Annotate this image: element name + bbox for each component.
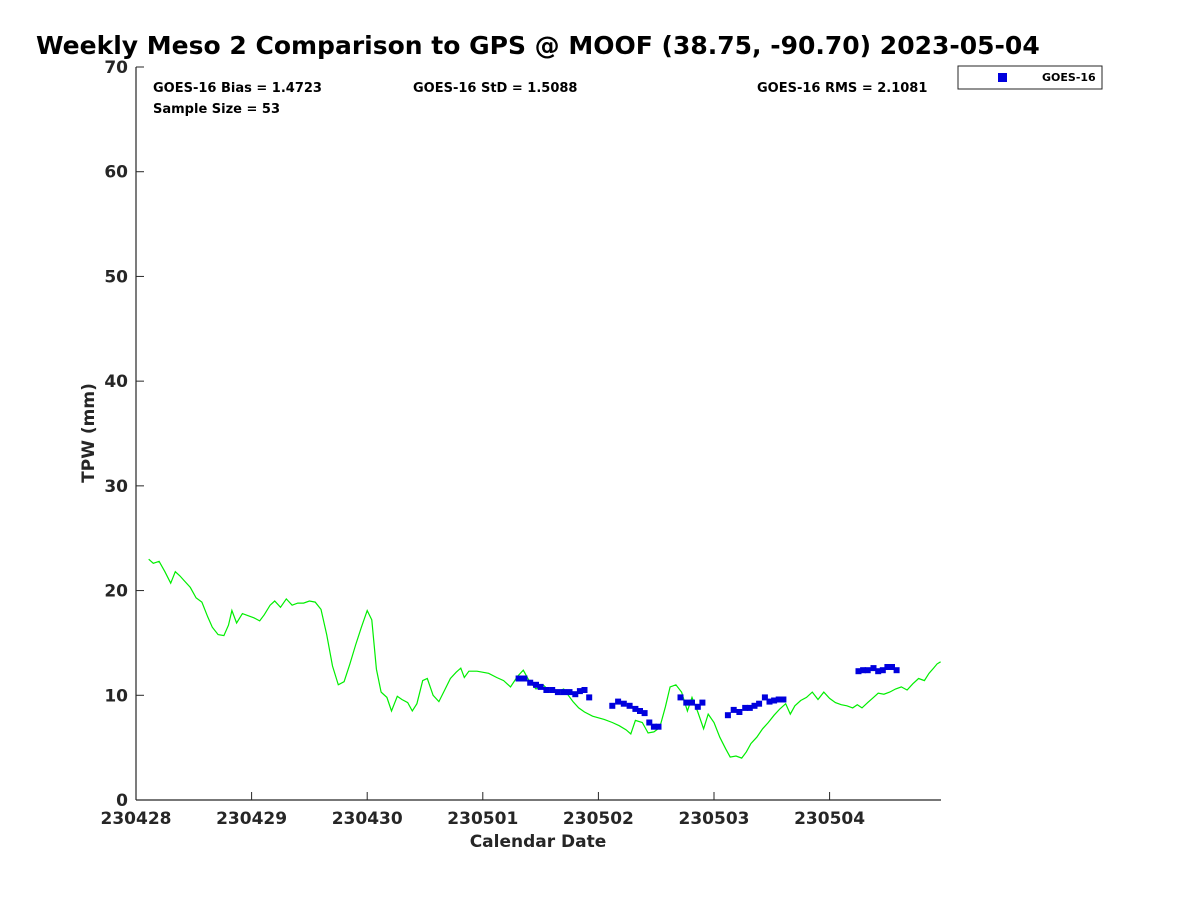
- y-tick-label: 40: [104, 372, 128, 392]
- goes-16-point: [537, 683, 544, 690]
- y-tick-label: 20: [104, 582, 128, 602]
- goes-16-point: [646, 719, 653, 726]
- goes-16-point: [576, 688, 583, 695]
- goes-16-point: [650, 723, 657, 730]
- x-tick-label: 230429: [216, 809, 287, 829]
- goes-16-point: [884, 664, 891, 670]
- goes-16-point: [586, 694, 593, 701]
- y-tick-label: 50: [104, 267, 128, 287]
- goes-16-point: [620, 700, 627, 707]
- goes-16-point: [554, 689, 561, 696]
- goes-16-point: [699, 699, 706, 706]
- sample-size-stat: Sample Size = 53: [153, 102, 280, 117]
- gps-line: [148, 558, 941, 759]
- goes-16-point: [533, 681, 539, 688]
- goes-16-point: [855, 668, 862, 675]
- chart-title: Weekly Meso 2 Comparison to GPS @ MOOF (…: [36, 31, 1040, 60]
- goes-16-point: [870, 665, 877, 672]
- goes-16-point: [549, 687, 556, 693]
- goes-16-point: [655, 723, 662, 730]
- x-tick-label: 230428: [101, 809, 172, 829]
- goes-16-point: [766, 698, 773, 705]
- goes-16-point: [724, 712, 731, 719]
- goes-16-point: [875, 668, 882, 675]
- plot-axes: [135, 67, 941, 801]
- goes-16-point: [751, 702, 758, 709]
- y-axis-label: TPW (mm): [79, 383, 99, 483]
- goes-16-point: [730, 706, 737, 713]
- goes-16-point: [609, 702, 616, 709]
- y-tick-label: 10: [104, 686, 128, 706]
- goes-16-point: [521, 675, 528, 682]
- y-tick-label: 30: [104, 477, 128, 497]
- x-tick-label: 230503: [679, 809, 750, 829]
- goes-16-point: [560, 689, 567, 696]
- goes-16-point: [515, 675, 522, 682]
- legend-box: [957, 65, 1103, 90]
- bias-stat: GOES-16 Bias = 1.4723: [153, 81, 322, 96]
- goes-16-point: [775, 696, 782, 703]
- goes-16-point: [632, 705, 639, 712]
- goes-16-point: [689, 699, 695, 706]
- x-tick-label: 230504: [794, 809, 865, 829]
- goes-16-point: [761, 694, 768, 701]
- goes-16-point: [581, 687, 588, 693]
- goes-16-point: [780, 696, 787, 703]
- goes-16-point: [756, 700, 763, 707]
- legend-label-goes-16: GOES-16: [1042, 71, 1096, 84]
- goes-16-point: [742, 704, 749, 711]
- goes-16-point: [543, 687, 550, 693]
- rms-stat: GOES-16 RMS = 2.1081: [757, 81, 927, 96]
- y-tick-label: 0: [116, 791, 128, 811]
- legend: GOES-16: [957, 65, 1103, 90]
- goes-16-point: [736, 709, 743, 715]
- goes-16-point: [860, 667, 867, 674]
- goes-16-point: [864, 667, 871, 674]
- x-axis-label: Calendar Date: [470, 832, 607, 852]
- y-tick-label: 60: [104, 163, 128, 183]
- std-stat: GOES-16 StD = 1.5088: [413, 81, 577, 96]
- goes-16-point: [637, 708, 643, 714]
- goes-16-point: [626, 702, 633, 709]
- axis-ticks: 0 10 20 30 40 50 60 70 230428 230429 230430 230501 2…: [101, 58, 866, 829]
- goes-16-point: [527, 679, 534, 686]
- goes-16-points: [515, 664, 900, 730]
- goes-16-point: [746, 704, 753, 711]
- goes-16-point: [615, 698, 622, 705]
- x-tick-label: 230501: [447, 809, 518, 829]
- goes-16-point: [572, 691, 579, 698]
- x-tick-label: 230502: [563, 809, 634, 829]
- goes-16-point: [771, 697, 778, 704]
- goes-16-point: [893, 667, 900, 674]
- goes-16-point: [641, 710, 648, 717]
- goes-16-point: [566, 689, 573, 696]
- goes-16-point: [694, 703, 701, 710]
- legend-swatch-goes-16: [998, 73, 1007, 82]
- goes-16-point: [879, 667, 886, 674]
- x-tick-label: 230430: [332, 809, 403, 829]
- goes-16-point: [889, 664, 895, 670]
- goes-16-point: [677, 694, 684, 701]
- y-tick-label: 70: [104, 58, 128, 78]
- goes-16-point: [683, 699, 690, 706]
